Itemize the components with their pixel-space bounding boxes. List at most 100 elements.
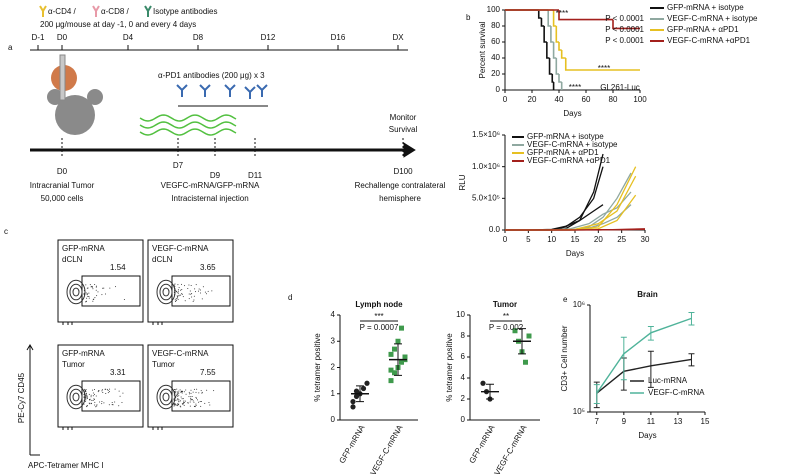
event-dot bbox=[85, 395, 87, 397]
event-dot bbox=[195, 391, 197, 393]
x-tick-label: 25 bbox=[617, 235, 626, 244]
event-dot bbox=[190, 389, 192, 391]
panel-label: e bbox=[563, 295, 568, 304]
event-dot bbox=[95, 395, 97, 397]
step-label: D100 bbox=[393, 167, 413, 176]
antibody-icon bbox=[39, 5, 47, 17]
data-point bbox=[353, 388, 360, 394]
error-bar bbox=[620, 336, 627, 381]
event-dot bbox=[199, 292, 201, 294]
y-tick-label: 0 bbox=[331, 415, 336, 424]
error-bar bbox=[688, 312, 695, 326]
event-dot bbox=[193, 405, 195, 407]
event-dot bbox=[176, 394, 178, 396]
p-value: P < 0.0001 bbox=[605, 25, 644, 34]
event-dot bbox=[183, 400, 185, 402]
event-dot bbox=[189, 405, 191, 407]
survival-step bbox=[612, 19, 640, 30]
y-tick-label: 10 bbox=[456, 310, 465, 319]
event-dot bbox=[88, 297, 90, 299]
event-dot bbox=[195, 397, 197, 399]
event-dot bbox=[184, 285, 186, 287]
event-dot bbox=[181, 390, 183, 392]
day-label: D16 bbox=[331, 33, 346, 42]
data-point bbox=[392, 370, 397, 376]
event-dot bbox=[201, 392, 203, 394]
event-dot bbox=[178, 401, 180, 403]
event-dot bbox=[86, 396, 88, 398]
x-axis-label: Days bbox=[638, 431, 656, 440]
event-dot bbox=[187, 401, 189, 403]
event-dot bbox=[91, 285, 93, 287]
event-dot bbox=[87, 287, 89, 289]
contour bbox=[156, 384, 176, 410]
rlu-line bbox=[505, 228, 646, 231]
gate-value: 1.54 bbox=[110, 263, 126, 272]
event-dot bbox=[188, 293, 190, 295]
x-tick-label: 20 bbox=[528, 95, 537, 104]
event-dot bbox=[94, 393, 96, 395]
event-dot bbox=[177, 298, 179, 300]
event-dot bbox=[182, 296, 184, 298]
event-dot bbox=[189, 393, 191, 395]
mrna-wave bbox=[139, 114, 237, 122]
event-dot bbox=[179, 400, 181, 402]
event-dot bbox=[192, 391, 194, 393]
event-dot bbox=[193, 401, 195, 403]
event-dot bbox=[96, 404, 98, 406]
data-point bbox=[388, 351, 394, 357]
panel-label: b bbox=[466, 13, 471, 22]
mouse-ear bbox=[47, 89, 63, 105]
data-point bbox=[388, 378, 394, 384]
x-tick-label: 10 bbox=[547, 235, 556, 244]
event-dot bbox=[94, 297, 96, 299]
y-tick-label: 10⁶ bbox=[573, 300, 585, 309]
survival-step bbox=[555, 58, 559, 75]
event-dot bbox=[101, 390, 103, 392]
event-dot bbox=[187, 287, 189, 289]
event-dot bbox=[176, 388, 178, 390]
event-dot bbox=[106, 388, 108, 390]
event-dot bbox=[195, 284, 197, 286]
event-dot bbox=[181, 402, 183, 404]
event-dot bbox=[190, 399, 192, 401]
event-dot bbox=[105, 293, 107, 295]
event-dot bbox=[94, 401, 96, 403]
event-dot bbox=[198, 288, 200, 290]
contour bbox=[159, 388, 173, 406]
event-dot bbox=[107, 390, 109, 392]
x-tick-label: 0 bbox=[503, 235, 508, 244]
legend-label: GFP-mRNA + αPD1 bbox=[667, 25, 739, 34]
survival-step bbox=[558, 74, 562, 83]
event-dot bbox=[114, 388, 116, 390]
event-dot bbox=[121, 402, 123, 404]
y-tick-label: 1 bbox=[331, 389, 336, 398]
survival-step bbox=[550, 26, 554, 43]
mouse-body bbox=[55, 95, 95, 135]
event-dot bbox=[198, 401, 200, 403]
survival-step bbox=[537, 10, 542, 19]
x-tick-label: 0 bbox=[503, 95, 508, 104]
event-dot bbox=[122, 392, 124, 394]
y-tick-label: 2 bbox=[461, 394, 466, 403]
event-dot bbox=[184, 400, 186, 402]
flow-frame bbox=[57, 344, 144, 428]
event-dot bbox=[97, 391, 99, 393]
y-axis-label: Percent survival bbox=[478, 21, 487, 78]
data-point bbox=[350, 399, 356, 405]
event-dot bbox=[177, 290, 179, 292]
data-point bbox=[480, 380, 486, 386]
error-bar bbox=[593, 384, 600, 405]
event-dot bbox=[190, 398, 192, 400]
event-dot bbox=[188, 298, 190, 300]
event-dot bbox=[180, 283, 182, 285]
event-dot bbox=[201, 298, 203, 300]
flow-axis-arrows bbox=[26, 344, 40, 456]
event-dot bbox=[193, 299, 195, 301]
dosing: 200 μg/mouse at day -1, 0 and every 4 da… bbox=[40, 20, 196, 29]
y-tick-label: 1.0×10⁶ bbox=[472, 162, 500, 171]
y-tick-label: 3 bbox=[331, 336, 336, 345]
event-dot bbox=[178, 400, 180, 402]
event-dot bbox=[176, 297, 178, 299]
category-label: GFP-mRNA bbox=[467, 423, 496, 465]
